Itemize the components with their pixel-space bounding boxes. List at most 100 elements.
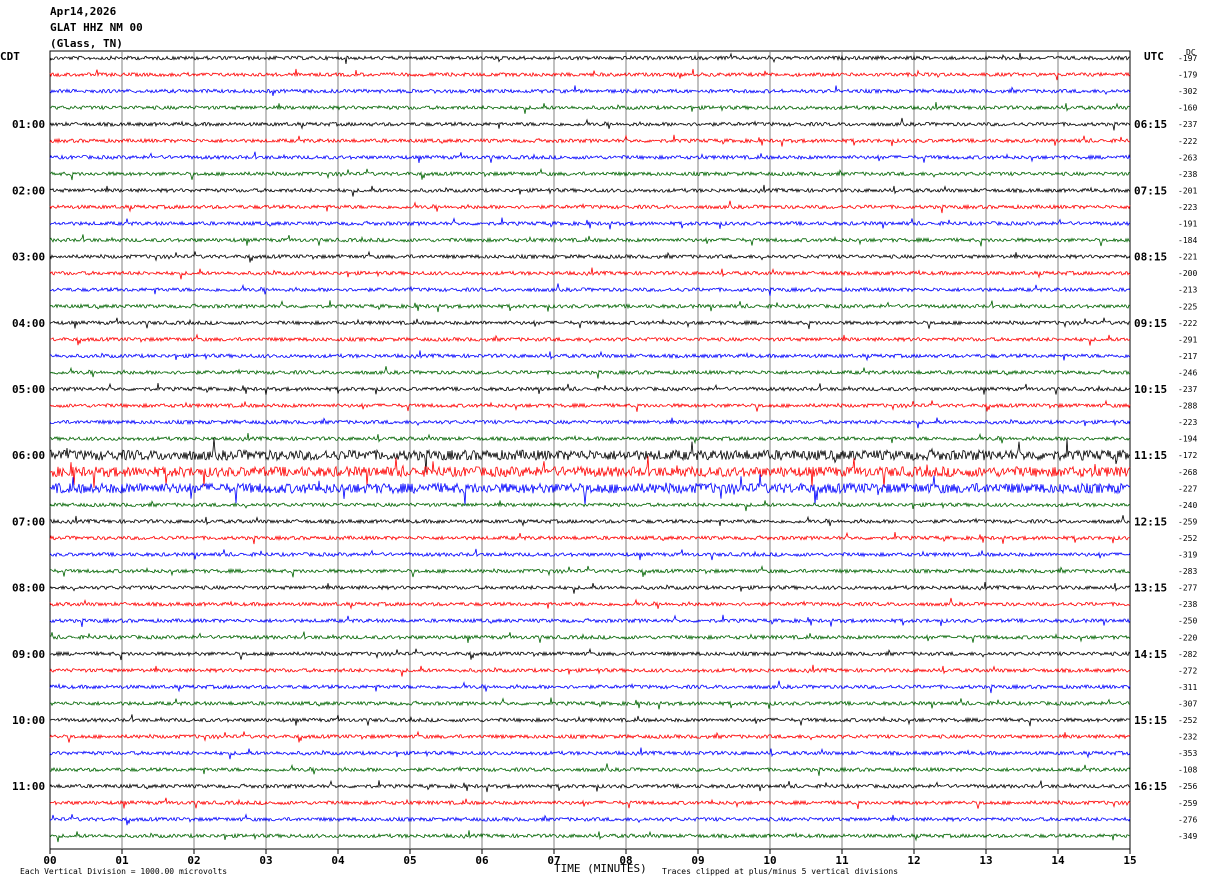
dc-offset-label: -288 [1178,402,1197,411]
right-hour-label: 10:15 [1134,383,1167,396]
dc-offset-label: -197 [1178,54,1197,63]
dc-offset-label: -184 [1178,236,1197,245]
trace-line [49,697,1131,710]
trace-line [49,417,1131,429]
trace-line [50,432,1131,445]
dc-offset-label: -259 [1178,799,1197,808]
right-hour-label: 15:15 [1134,714,1167,727]
x-tick-label: 10 [763,854,776,867]
dc-offset-label: -302 [1178,87,1197,96]
dc-offset-label: -222 [1178,137,1197,146]
left-hour-label: 05:00 [12,383,45,396]
left-hour-label: 02:00 [12,184,45,197]
dc-offset-label: -179 [1178,71,1197,80]
x-tick-label: 04 [331,854,345,867]
dc-offset-label: -268 [1178,468,1197,477]
dc-offset-label: -200 [1178,269,1197,278]
trace-line [49,779,1131,793]
trace-line [49,797,1131,810]
trace-line [49,813,1131,826]
trace-line [49,299,1131,313]
left-hour-label: 09:00 [12,648,45,661]
dc-offset-label: -194 [1178,435,1197,444]
dc-offset-label: -291 [1178,335,1197,344]
dc-offset-label: -353 [1178,749,1197,758]
x-tick-label: 09 [691,854,704,867]
right-hour-label: 06:15 [1134,118,1167,131]
dc-offset-label: -282 [1178,650,1197,659]
left-hour-label: 01:00 [12,118,45,131]
trace-line [49,267,1131,280]
left-hour-label: 04:00 [12,317,45,330]
trace-line [49,68,1131,81]
dc-offset-label: -256 [1178,782,1197,791]
dc-offset-label: -227 [1178,484,1197,493]
left-hour-label: 06:00 [12,449,45,462]
trace-line [49,830,1131,843]
x-tick-label: 15 [1123,854,1136,867]
dc-offset-label: -246 [1178,368,1197,377]
dc-label: DC [1186,48,1196,57]
left-timezone-label: CDT [0,50,20,63]
right-hour-label: 07:15 [1134,184,1167,197]
right-hour-label: 11:15 [1134,449,1167,462]
trace-line [49,200,1131,214]
right-hour-label: 09:15 [1134,317,1167,330]
trace-line [49,382,1131,395]
right-hour-label: 08:15 [1134,251,1167,264]
dc-offset-label: -252 [1178,534,1197,543]
trace-line [49,474,1131,506]
dc-offset-label: -276 [1178,815,1197,824]
plot-header: Apr14,2026 GLAT HHZ NM 00 (Glass, TN) [50,4,143,52]
left-hour-label: 03:00 [12,251,45,264]
trace-line [49,234,1131,247]
trace-line [49,52,1131,64]
location-label: (Glass, TN) [50,37,123,50]
dc-offset-label: -160 [1178,104,1197,113]
dc-offset-label: -201 [1178,186,1197,195]
dc-offset-label: -307 [1178,699,1197,708]
x-tick-label: 11 [835,854,849,867]
clip-note: Traces clipped at plus/minus 5 vertical … [662,867,899,876]
trace-line [49,134,1130,147]
trace-line [49,399,1131,412]
trace-line [50,631,1131,643]
dc-offset-label: -283 [1178,567,1197,576]
trace-line [49,763,1131,776]
dc-offset-label: -172 [1178,451,1197,460]
trace-line [49,333,1131,346]
trace-line [49,151,1131,163]
trace-line [49,167,1131,181]
dc-offset-label: -238 [1178,170,1197,179]
dc-offset-label: -237 [1178,385,1197,394]
dc-offset-label: -191 [1178,220,1197,229]
dc-offset-label: -221 [1178,253,1197,262]
trace-line [49,85,1131,96]
dc-offset-label: -223 [1178,203,1197,212]
dc-offset-label: -240 [1178,501,1197,510]
x-tick-label: 12 [907,854,920,867]
station-label: GLAT HHZ NM 00 [50,21,143,34]
dc-offset-label: -222 [1178,319,1197,328]
trace-line [49,184,1131,197]
right-hour-label: 16:15 [1134,780,1167,793]
trace-line [49,730,1131,743]
dc-offset-label: -349 [1178,832,1197,841]
x-tick-label: 13 [979,854,992,867]
trace-line [49,117,1131,131]
trace-line [49,283,1131,296]
trace-line [49,102,1130,114]
trace-line [49,350,1131,362]
trace-line [49,456,1131,488]
scale-note: Each Vertical Division = 1000.00 microvo… [20,867,228,876]
dc-offset-label: -213 [1178,286,1197,295]
x-axis-title: TIME (MINUTES) [554,862,647,875]
x-tick-label: 03 [259,854,272,867]
dc-offset-label: -108 [1178,766,1197,775]
trace-line [49,664,1131,677]
dc-offset-label: -225 [1178,302,1197,311]
left-hour-label: 10:00 [12,714,45,727]
date-label: Apr14,2026 [50,5,117,18]
trace-line [49,680,1131,694]
dc-offset-label: -259 [1178,517,1197,526]
